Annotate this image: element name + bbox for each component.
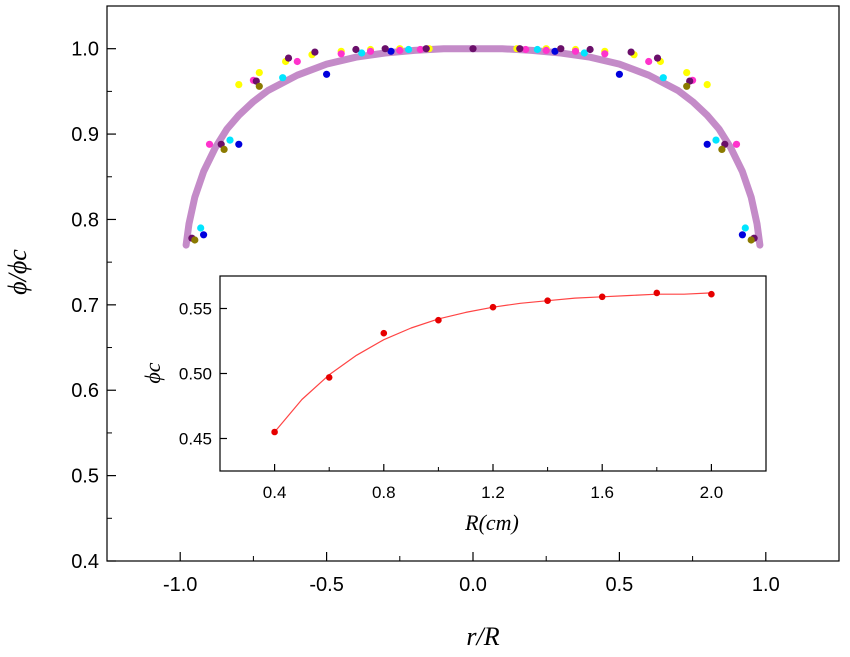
data-point-series-1 (416, 45, 424, 54)
data-point-series-0 (653, 289, 661, 297)
main-y-axis-label: ϕ/ϕc (3, 249, 32, 295)
data-point-series-4 (686, 77, 694, 85)
data-point-series-2 (405, 45, 413, 54)
y-tick-label: 0.45 (179, 429, 212, 448)
x-tick-label: 2.0 (700, 483, 724, 502)
data-point-series-0 (683, 69, 691, 77)
main-x-axis-label: r/R (466, 622, 499, 651)
y-tick-label: 0.4 (71, 551, 99, 573)
data-point-series-4 (653, 54, 662, 62)
data-point-series-0 (325, 374, 333, 381)
data-point-series-4 (252, 77, 260, 85)
data-point-series-2 (279, 74, 287, 82)
data-point-series-3 (703, 140, 711, 148)
data-point-series-4 (516, 45, 524, 53)
data-point-series-3 (551, 47, 559, 55)
data-point-series-4 (627, 48, 635, 56)
data-point-series-5 (747, 236, 755, 244)
data-point-series-4 (284, 54, 293, 62)
data-point-series-1 (522, 45, 530, 54)
data-point-series-0 (598, 293, 606, 301)
data-point-series-4 (422, 45, 430, 53)
data-point-series-3 (200, 231, 208, 239)
data-point-series-4 (352, 45, 360, 54)
data-point-series-0 (380, 329, 388, 337)
data-point-series-1 (732, 140, 741, 148)
fit-curve-line (182, 45, 764, 249)
data-point-series-5 (220, 145, 228, 153)
data-point-series-0 (235, 81, 243, 89)
x-tick-label: 1.6 (590, 483, 614, 502)
x-tick-label: -0.5 (309, 574, 343, 596)
x-tick-label: -1.0 (163, 574, 197, 596)
data-point-series-0 (435, 316, 442, 324)
data-point-series-1 (542, 46, 550, 55)
data-point-series-2 (533, 45, 542, 54)
data-point-series-5 (255, 82, 263, 90)
x-tick-label: 0.4 (263, 483, 287, 502)
data-point-series-0 (271, 428, 278, 436)
y-tick-label: 0.7 (71, 295, 99, 317)
inset-data-points (271, 289, 715, 436)
data-point-series-3 (323, 70, 331, 78)
data-point-series-1 (571, 47, 580, 55)
y-tick-label: 0.5 (71, 466, 99, 488)
inset-y-axis: 0.45 0.50 0.55 (179, 299, 227, 448)
data-point-series-3 (738, 231, 747, 239)
data-point-series-1 (205, 140, 214, 148)
data-point-series-4 (311, 48, 319, 56)
y-tick-label: 0.55 (179, 299, 212, 318)
inset-y-axis-label: ϕc (140, 362, 165, 383)
data-point-series-1 (601, 50, 609, 58)
main-x-axis: -1.0 -0.5 0.0 0.5 1.0 (163, 552, 780, 596)
data-point-series-5 (191, 236, 199, 244)
main-fit-curve (182, 45, 764, 249)
data-point-series-3 (235, 140, 243, 148)
main-plot: 0.40.50.60.70.80.91.0 -1.0 -0.5 0.0 0.5 1.0 … (3, 5, 840, 651)
data-point-series-5 (683, 82, 691, 90)
x-tick-label: 0.5 (605, 574, 633, 596)
data-point-series-0 (544, 297, 551, 305)
x-tick-label: 1.2 (481, 483, 505, 502)
inset-plot: 0.45 0.50 0.55 0.4 0.8 1.2 1.6 2.0 R(cm) ϕc (140, 275, 767, 535)
data-point-series-0 (703, 81, 711, 89)
data-point-series-2 (226, 136, 234, 144)
data-point-series-3 (615, 70, 624, 78)
x-tick-label: 0.0 (459, 574, 487, 596)
data-point-series-3 (387, 47, 395, 55)
y-tick-label: 0.8 (71, 209, 99, 231)
data-point-series-5 (718, 145, 726, 153)
data-point-series-2 (358, 49, 366, 57)
data-point-series-1 (645, 57, 653, 66)
data-point-series-4 (381, 45, 389, 53)
data-point-series-1 (337, 50, 345, 58)
main-y-axis: 0.4 0.5 0.6 0.7 0.8 0.9 1.0 (71, 39, 116, 573)
data-point-series-0 (708, 290, 715, 298)
y-tick-label: 0.50 (179, 364, 212, 383)
y-tick-label: 0.6 (71, 380, 99, 402)
data-point-series-0 (255, 69, 263, 77)
data-point-series-4 (469, 45, 477, 53)
data-point-series-0 (489, 303, 497, 311)
main-data-points (188, 45, 758, 244)
data-point-series-4 (557, 45, 565, 53)
data-point-series-2 (659, 74, 667, 82)
data-point-series-4 (586, 45, 594, 54)
data-point-series-2 (712, 136, 720, 144)
x-tick-label: 1.0 (752, 574, 780, 596)
inset-x-axis: 0.4 0.8 1.2 1.6 2.0 (263, 464, 723, 502)
data-point-series-1 (293, 57, 301, 66)
x-tick-label: 0.8 (372, 483, 396, 502)
data-point-series-2 (197, 224, 205, 232)
y-tick-label: 1.0 (71, 39, 99, 61)
data-point-series-2 (741, 224, 749, 232)
y-tick-label: 0.9 (71, 124, 99, 146)
data-point-series-2 (580, 49, 588, 57)
data-point-series-1 (366, 47, 375, 55)
data-point-series-1 (396, 46, 404, 55)
inset-x-axis-label: R(cm) (464, 510, 519, 535)
